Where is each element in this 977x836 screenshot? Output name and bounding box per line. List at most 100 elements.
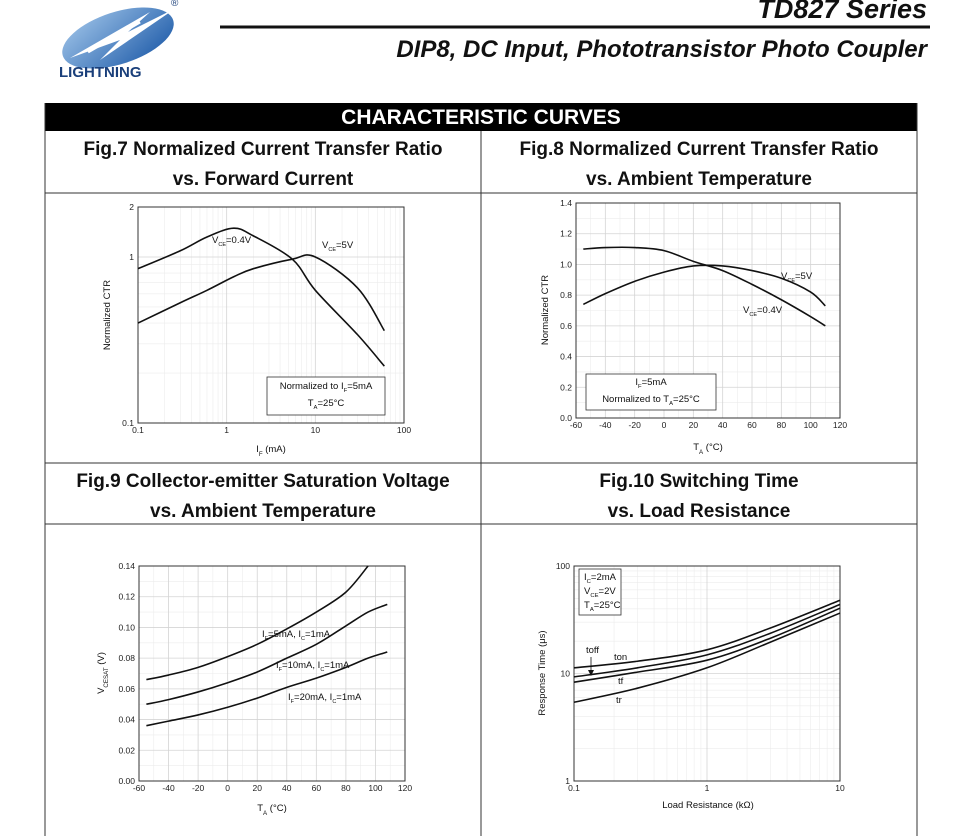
x-tick-label: 1: [224, 425, 229, 435]
series-label-part: =0.4V: [226, 235, 252, 246]
section-title: CHARACTERISTIC CURVES: [341, 106, 621, 129]
series-line: [146, 651, 388, 727]
series-label-part: tr: [616, 695, 622, 706]
y-tick-label: 0.8: [560, 290, 572, 300]
annotation-part: A: [669, 401, 673, 407]
x-tick-label: 100: [397, 425, 411, 435]
series-line: [583, 246, 826, 327]
annotation-part: =25°C: [317, 398, 344, 409]
x-tick-label: 10: [311, 425, 321, 435]
y-tick-label: 0.00: [118, 776, 135, 786]
x-tick-label: -60: [133, 783, 146, 793]
x-tick-label: -60: [570, 420, 583, 430]
pointer-head: [588, 670, 594, 676]
y-tick-label: 0.08: [118, 653, 135, 663]
figure-title: vs. Load Resistance: [608, 501, 791, 522]
y-tick-label: 1: [129, 252, 134, 262]
y-tick-label: 10: [561, 669, 571, 679]
series-line: [582, 264, 826, 307]
series-label: VCE=0.4V: [743, 305, 783, 318]
x-axis-label: TA (°C): [693, 442, 723, 456]
series-label-part: tf: [618, 676, 624, 687]
x-tick-label: 80: [777, 420, 787, 430]
annotation-part: I: [635, 377, 638, 388]
x-axis-label-part: I: [256, 444, 259, 455]
series-label-part: =1mA: [324, 660, 350, 671]
subtitle: DIP8, DC Input, Phototransistor Photo Co…: [396, 36, 928, 63]
x-tick-label: 100: [804, 420, 818, 430]
series-line: [137, 254, 386, 332]
series-label-part: =0.4V: [757, 305, 783, 316]
y-axis-label-part: V: [96, 687, 107, 694]
x-axis-label-part: A: [263, 810, 268, 817]
x-tick-label: -40: [162, 783, 175, 793]
y-axis-label-part: Response Time (μs): [537, 630, 548, 715]
series-label-part: toff: [586, 645, 599, 656]
series-line: [573, 612, 841, 704]
annotation-part: =25°C: [594, 600, 621, 611]
figure-title: Fig.9 Collector-emitter Saturation Volta…: [76, 471, 449, 492]
figure-title: Fig.8 Normalized Current Transfer Ratio: [520, 139, 879, 160]
series-label-part: =5mA, I: [268, 629, 301, 640]
x-axis-label-part: (mA): [263, 444, 286, 455]
figure-title: vs. Ambient Temperature: [150, 501, 376, 522]
series-label: VCE=5V: [781, 271, 813, 284]
y-tick-label: 0.4: [560, 352, 572, 362]
series-label-part: V: [781, 271, 788, 282]
y-tick-label: 0.06: [118, 684, 135, 694]
series-label-part: I: [262, 629, 265, 640]
x-axis-label-part: (°C): [267, 803, 287, 814]
x-tick-label: 40: [718, 420, 728, 430]
annotation-part: =5mA: [642, 377, 668, 388]
x-tick-label: 0: [662, 420, 667, 430]
x-tick-label: -20: [629, 420, 642, 430]
annotation: IF=5mA: [635, 377, 667, 390]
series-label-part: F: [265, 636, 269, 642]
series-label-part: CE: [749, 312, 757, 318]
series-label-part: C: [301, 636, 305, 642]
y-tick-label: 2: [129, 202, 134, 212]
y-tick-label: 0.1: [122, 418, 134, 428]
x-tick-label: 1: [705, 783, 710, 793]
y-tick-label: 0.04: [118, 715, 135, 725]
y-tick-label: 0.0: [560, 413, 572, 423]
series-line: [573, 599, 841, 669]
annotation-part: =2V: [599, 586, 617, 597]
annotation: IC=2mA: [584, 572, 617, 585]
series-label: VCE=5V: [322, 240, 354, 253]
y-tick-label: 0.14: [118, 561, 135, 571]
y-tick-label: 1: [565, 776, 570, 786]
annotation-part: I: [584, 572, 587, 583]
x-tick-label: 0: [225, 783, 230, 793]
annotation: TA=25°C: [308, 398, 345, 411]
plot-frame: [575, 202, 841, 419]
logo: LIGHTNING ®: [59, 0, 179, 81]
y-axis-label-part: Normalized CTR: [540, 275, 551, 345]
x-tick-label: 100: [368, 783, 382, 793]
y-tick-label: 0.2: [560, 382, 572, 392]
series-label-part: CE: [328, 247, 336, 253]
x-tick-label: 40: [282, 783, 292, 793]
plot-frame: [573, 565, 841, 782]
x-tick-label: 60: [747, 420, 757, 430]
x-tick-label: 20: [252, 783, 262, 793]
y-tick-label: 0.6: [560, 321, 572, 331]
x-tick-label: 20: [689, 420, 699, 430]
series-label-part: =5V: [795, 271, 813, 282]
y-tick-label: 1.2: [560, 229, 572, 239]
series-label-part: CE: [218, 242, 226, 248]
series-label: toff: [586, 645, 599, 656]
brand: LIGHTNING: [59, 64, 142, 81]
annotation-part: A: [590, 607, 594, 613]
x-tick-label: 0.1: [568, 783, 580, 793]
annotation-part: F: [344, 388, 348, 394]
series-label-part: I: [288, 692, 291, 703]
series-label-part: =5V: [336, 240, 354, 251]
annotation-box: [578, 568, 622, 616]
series-label-part: CE: [787, 278, 795, 284]
y-axis-label: Normalized CTR: [102, 280, 113, 350]
series-line: [573, 603, 841, 678]
y-tick-label: 0.12: [118, 592, 135, 602]
